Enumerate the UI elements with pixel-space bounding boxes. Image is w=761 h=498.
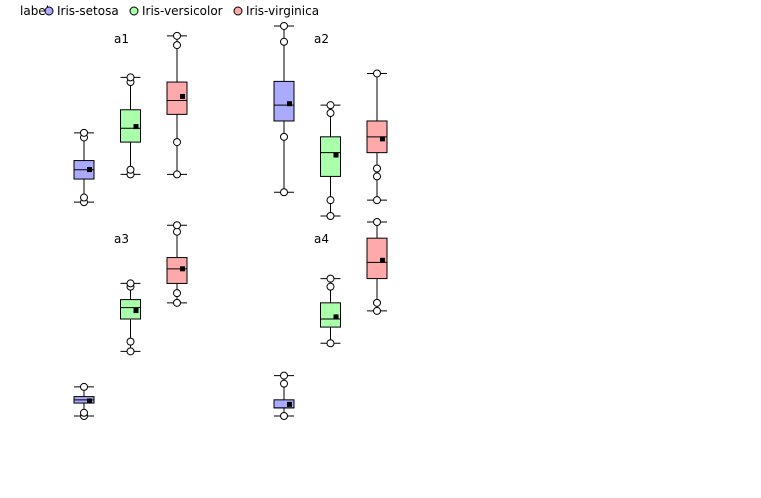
outlier-point: [280, 188, 288, 197]
box-iris-versicolor: [320, 274, 341, 348]
panel-title: a1: [114, 32, 129, 46]
panel-a1: a1: [73, 31, 188, 207]
box-iris-setosa: [73, 128, 95, 207]
outlier-point: [326, 282, 335, 291]
panel-a4: a4: [273, 218, 388, 420]
mean-marker: [180, 266, 185, 272]
outlier-point: [373, 196, 381, 205]
mean-marker: [133, 124, 139, 130]
outlier-point: [126, 337, 135, 346]
mean-marker: [87, 398, 92, 404]
box-iris-virginica: [366, 218, 388, 315]
outlier-point: [326, 274, 335, 283]
outlier-point: [173, 289, 181, 298]
panel-a2: a2: [273, 21, 388, 220]
iqr-box: [120, 109, 141, 143]
legend-label-versicolor: Iris-versicolor: [142, 4, 223, 18]
outlier-point: [80, 408, 88, 417]
panels: a1 a2 a3 a4: [73, 21, 388, 420]
outlier-point: [326, 339, 335, 348]
iqr-box: [120, 299, 141, 320]
mean-marker: [287, 401, 292, 407]
outlier-point: [373, 298, 381, 307]
outlier-point: [280, 371, 288, 380]
panel-title: a4: [314, 232, 329, 246]
box-iris-virginica: [166, 221, 188, 307]
mean-marker: [333, 314, 339, 320]
iqr-box: [166, 81, 188, 115]
box-iris-setosa: [73, 382, 95, 420]
outlier-point: [373, 306, 381, 315]
outlier-point: [326, 109, 335, 118]
mean-marker: [380, 136, 385, 142]
outlier-point: [373, 164, 381, 173]
outlier-point: [80, 382, 88, 391]
box-iris-virginica: [166, 31, 188, 179]
legend-label-setosa: Iris-setosa: [57, 4, 119, 18]
legend-label-virginica: Iris-virginica: [246, 4, 319, 18]
outlier-point: [173, 298, 181, 307]
outlier-point: [326, 212, 335, 220]
panel-title: a3: [114, 232, 129, 246]
outlier-point: [326, 196, 335, 205]
outlier-point: [126, 279, 135, 288]
mean-marker: [133, 308, 139, 314]
outlier-point: [280, 379, 288, 388]
outlier-point: [173, 31, 181, 40]
legend-marker-setosa: [44, 6, 54, 16]
outlier-point: [173, 41, 181, 50]
box-iris-virginica: [366, 69, 388, 205]
outlier-point: [173, 227, 181, 236]
outlier-point: [80, 128, 88, 137]
box-iris-setosa: [273, 371, 295, 420]
outlier-point: [80, 193, 88, 202]
iqr-box: [320, 136, 341, 177]
mean-marker: [333, 152, 339, 158]
mean-marker: [287, 101, 292, 107]
outlier-point: [280, 412, 288, 420]
outlier-point: [326, 101, 335, 110]
legend-marker-versicolor: [129, 6, 139, 16]
outlier-point: [173, 138, 181, 147]
outlier-point: [373, 69, 381, 78]
outlier-point: [126, 73, 135, 82]
panel-title: a2: [314, 32, 329, 46]
panel-a3: a3: [73, 221, 188, 420]
outlier-point: [373, 172, 381, 181]
iqr-box: [166, 257, 188, 284]
outlier-point: [280, 37, 288, 46]
iqr-box: [273, 80, 295, 122]
outlier-point: [126, 347, 135, 356]
outlier-point: [280, 132, 288, 141]
box-iris-versicolor: [120, 73, 141, 179]
mean-marker: [180, 93, 185, 99]
box-iris-versicolor: [320, 101, 341, 220]
outlier-point: [173, 221, 181, 230]
iqr-box: [320, 302, 341, 328]
mean-marker: [87, 167, 92, 173]
outlier-point: [126, 165, 135, 174]
outlier-point: [280, 21, 288, 30]
outlier-point: [373, 218, 381, 226]
legend-marker-virginica: [233, 6, 243, 16]
mean-marker: [380, 257, 385, 263]
iqr-box: [366, 237, 388, 280]
legend-title: label: [20, 4, 49, 18]
box-iris-versicolor: [120, 279, 141, 356]
box-iris-setosa: [273, 21, 295, 197]
outlier-point: [173, 170, 181, 179]
legend: label Iris-setosa Iris-versicolor Iris-v…: [20, 4, 319, 18]
